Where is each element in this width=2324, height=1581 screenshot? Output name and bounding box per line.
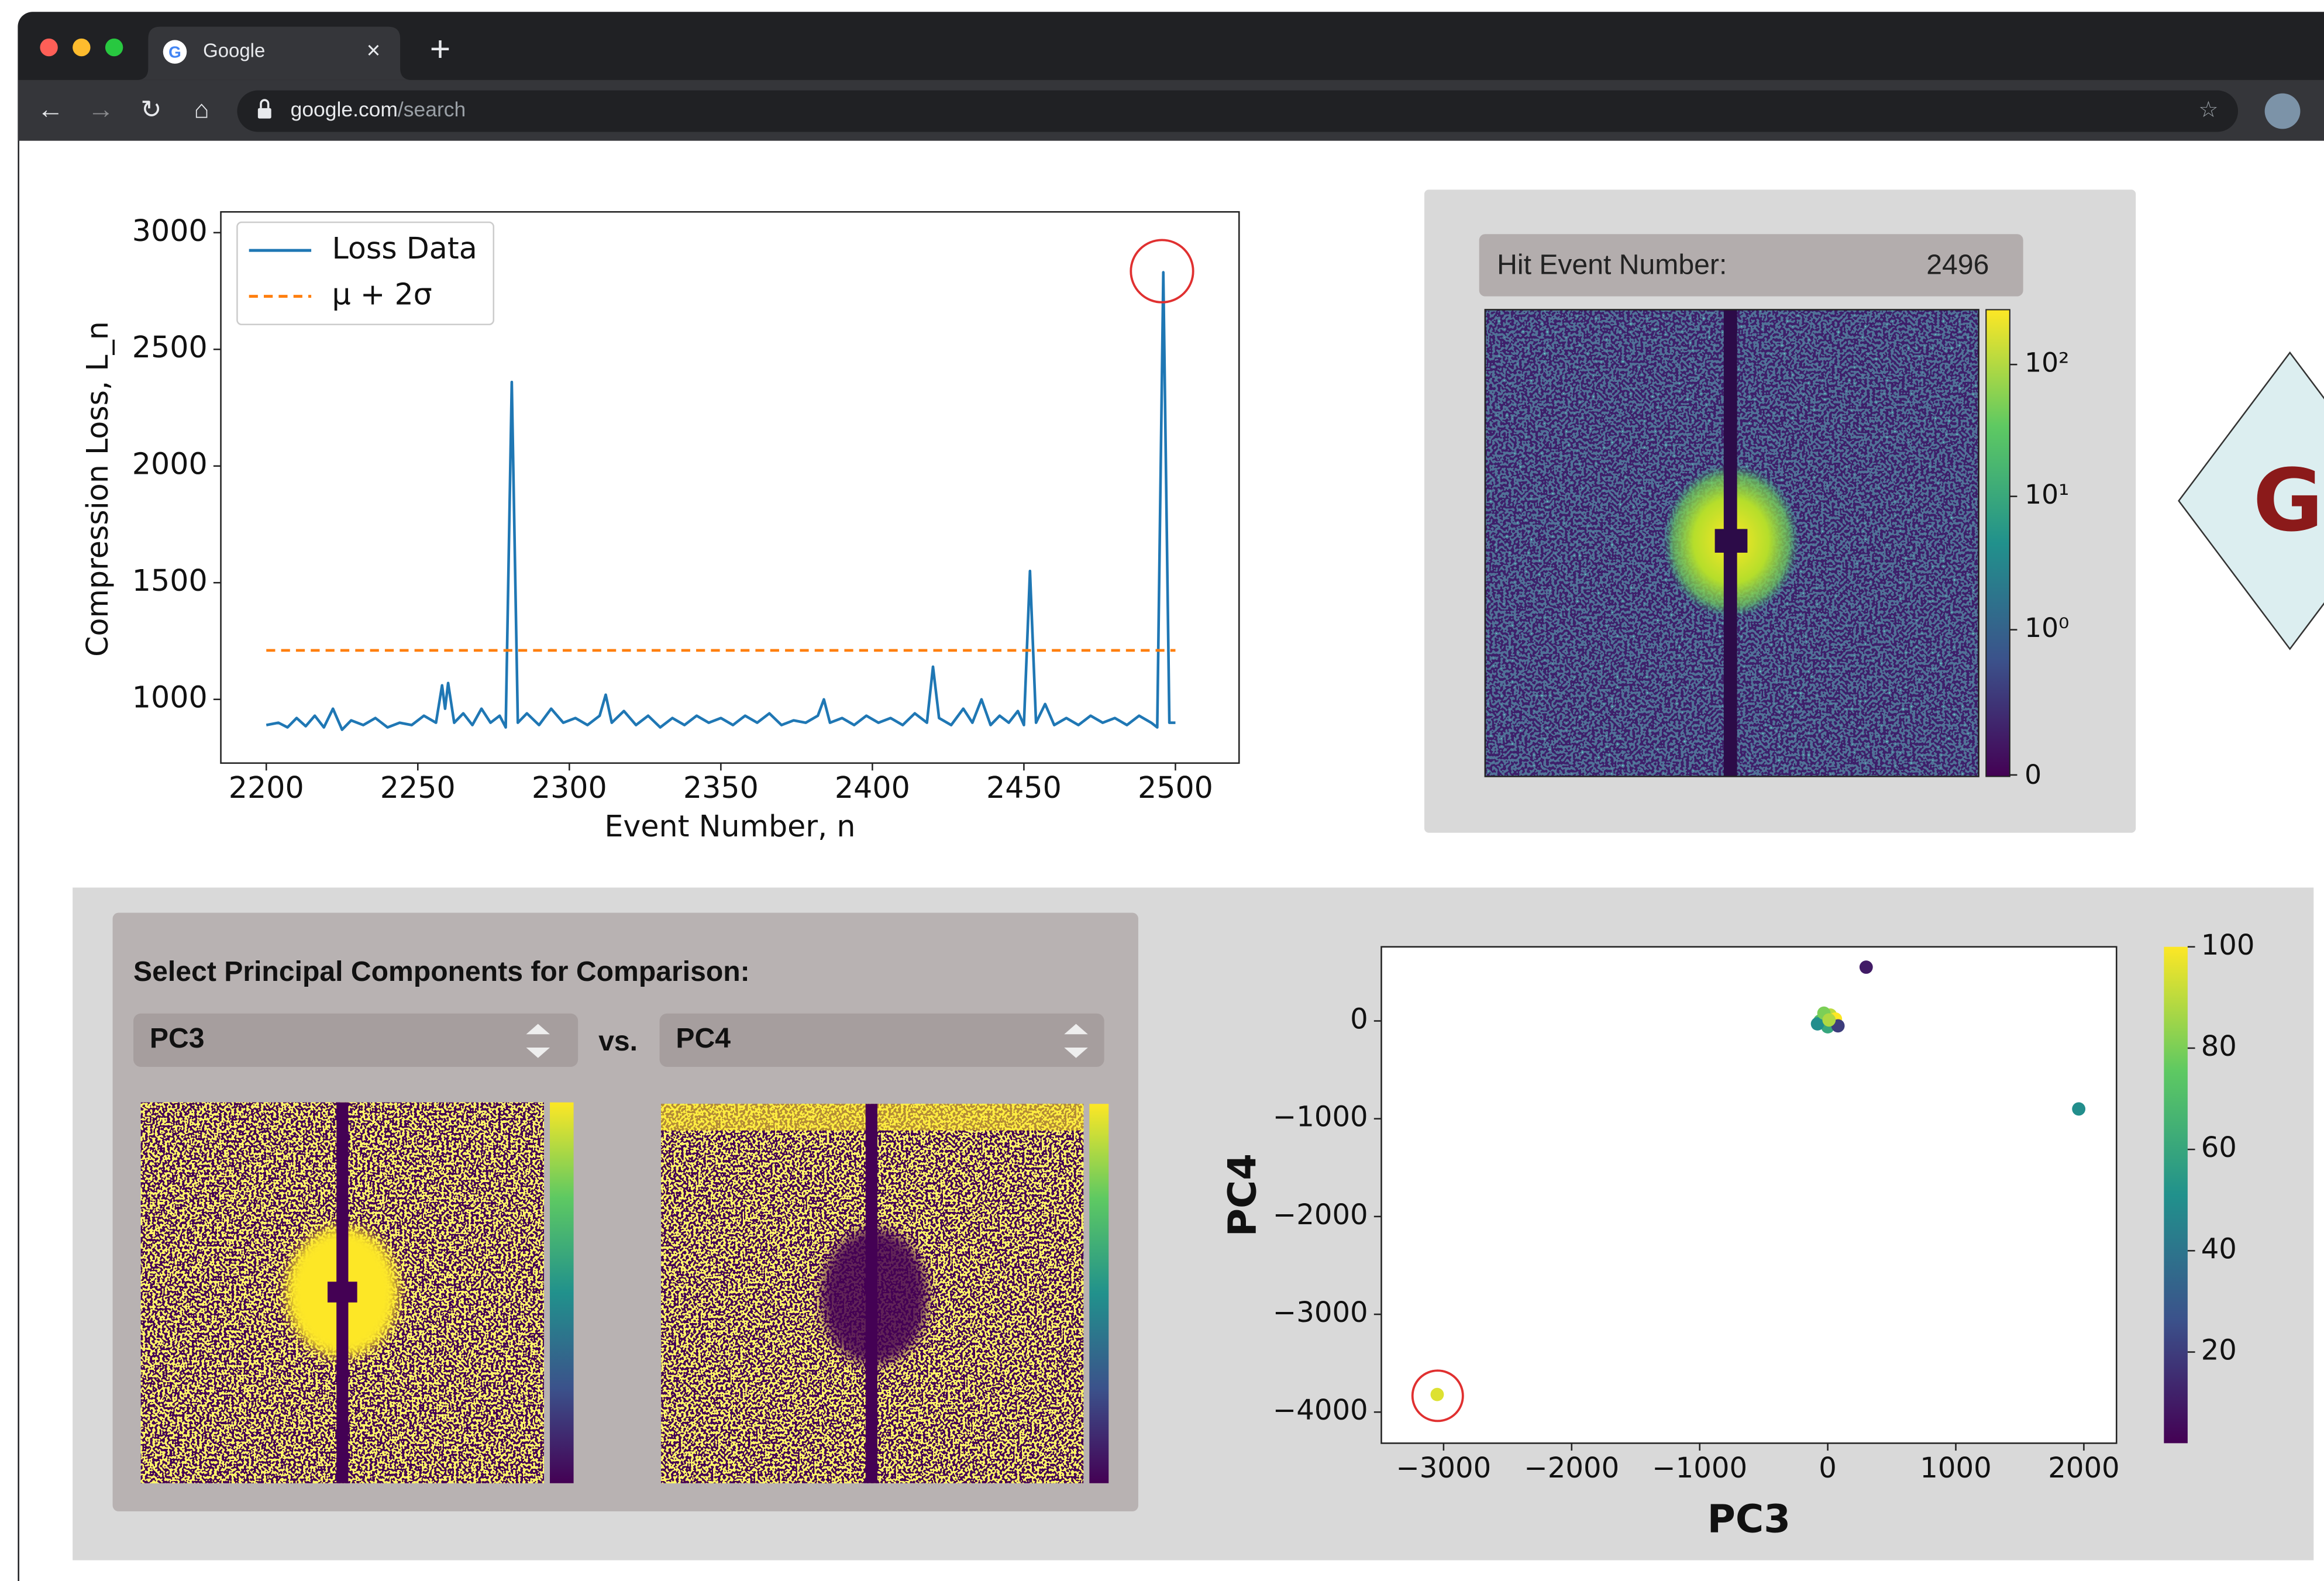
pc-select-right-value: PC4 (676, 1022, 731, 1054)
lock-icon (258, 108, 271, 119)
hit-image-beamstop (1715, 529, 1748, 553)
forward-button[interactable]: → (87, 94, 114, 124)
hit-colorbar-label: 10⁰ (2025, 612, 2069, 643)
favicon-glyph: G (168, 43, 181, 61)
x-tick-label: 0 (1819, 1452, 1837, 1484)
new-tab[interactable]: + (430, 29, 451, 69)
x-axis-label: PC3 (1707, 1497, 1791, 1542)
colorbar (2164, 947, 2188, 1444)
x-tick-label: 2200 (229, 770, 304, 805)
y-tick-label: 1500 (132, 563, 208, 598)
pc3-colorbar (550, 1103, 574, 1483)
x-tick-label: 2250 (380, 770, 456, 805)
pc-panel-title: Select Principal Components for Comparis… (133, 956, 750, 987)
y-tick-label: −1000 (1273, 1101, 1368, 1134)
close-button[interactable] (40, 39, 57, 56)
home-button[interactable]: ⌂ (194, 95, 209, 123)
url-host: google.com (291, 98, 398, 121)
x-tick-label: 2350 (683, 770, 759, 805)
bookmark-star[interactable]: ☆ (2198, 98, 2218, 122)
colorbar-tick-label: 40 (2201, 1232, 2237, 1265)
scatter-point (1431, 1388, 1444, 1401)
minimize-button[interactable] (73, 39, 90, 56)
x-tick-label: 1000 (1920, 1452, 1991, 1484)
x-tick-label: 2400 (835, 770, 910, 805)
reload-button[interactable]: ↻ (140, 95, 161, 123)
screenshot: G Google × + ← → ↻ ⌂ google.com/search ☆… (0, 0, 2324, 1581)
y-tick-label: 1000 (132, 680, 208, 715)
colorbar-tick-label: 60 (2201, 1131, 2237, 1164)
legend-label: Loss Data (332, 231, 477, 266)
y-tick-label: −4000 (1273, 1394, 1368, 1427)
pc-select-left-value: PC3 (150, 1022, 205, 1054)
y-tick-label: 3000 (132, 213, 208, 248)
x-tick-label: 2450 (986, 770, 1062, 805)
scatter-plot-area (1382, 947, 2117, 1444)
x-tick-label: 2500 (1138, 770, 1213, 805)
x-tick-label: 2000 (2048, 1452, 2119, 1484)
x-tick-label: −1000 (1652, 1452, 1747, 1484)
hit-colorbar-label: 10² (2025, 347, 2069, 378)
side-badge: G (2253, 450, 2323, 550)
colorbar-tick-label: 80 (2201, 1030, 2237, 1063)
hit-event-number: 2496 (1926, 249, 1989, 281)
hit-colorbar-label: 10¹ (2025, 479, 2069, 510)
address-bar[interactable] (237, 91, 2238, 132)
x-tick-label: 2300 (532, 770, 607, 805)
url-path: /search (398, 98, 466, 121)
page: {"browser": {"tab_title": "Google", "url… (0, 0, 2324, 1581)
pc3-image-beamstop (328, 1282, 357, 1302)
zoom-button[interactable] (105, 39, 123, 56)
y-tick-label: −2000 (1273, 1198, 1368, 1231)
scatter-point (1822, 1013, 1836, 1027)
y-tick-label: −3000 (1273, 1296, 1368, 1329)
x-tick-label: −3000 (1396, 1452, 1491, 1484)
x-tick-label: −2000 (1524, 1452, 1619, 1484)
scatter-point (1860, 960, 1873, 974)
y-tick-label: 2000 (132, 447, 208, 481)
profile-avatar[interactable] (2265, 94, 2301, 129)
hit-colorbar (1986, 309, 2010, 776)
tab-title: Google (203, 39, 265, 61)
tab-close[interactable]: × (367, 36, 381, 63)
y-axis-label: PC4 (1220, 1153, 1265, 1236)
url: google.com/search (291, 98, 466, 121)
colorbar-tick-label: 20 (2201, 1334, 2237, 1367)
pc-separator: vs. (598, 1025, 638, 1057)
pc4-image-gap (866, 1104, 877, 1483)
pc4-colorbar (1089, 1104, 1108, 1483)
x-axis-label: Event Number, n (604, 809, 855, 843)
colorbar-tick-label: 100 (2201, 929, 2255, 962)
scatter-point (2072, 1103, 2085, 1116)
back-button[interactable]: ← (37, 94, 64, 124)
hit-colorbar-label: 0 (2025, 759, 2041, 790)
y-tick-label: 0 (1350, 1003, 1368, 1035)
legend-label: μ + 2σ (332, 277, 432, 312)
y-axis-label: Compression Loss, L_n (80, 321, 115, 657)
y-tick-label: 2500 (132, 330, 208, 364)
hit-label: Hit Event Number: (1497, 249, 1727, 281)
